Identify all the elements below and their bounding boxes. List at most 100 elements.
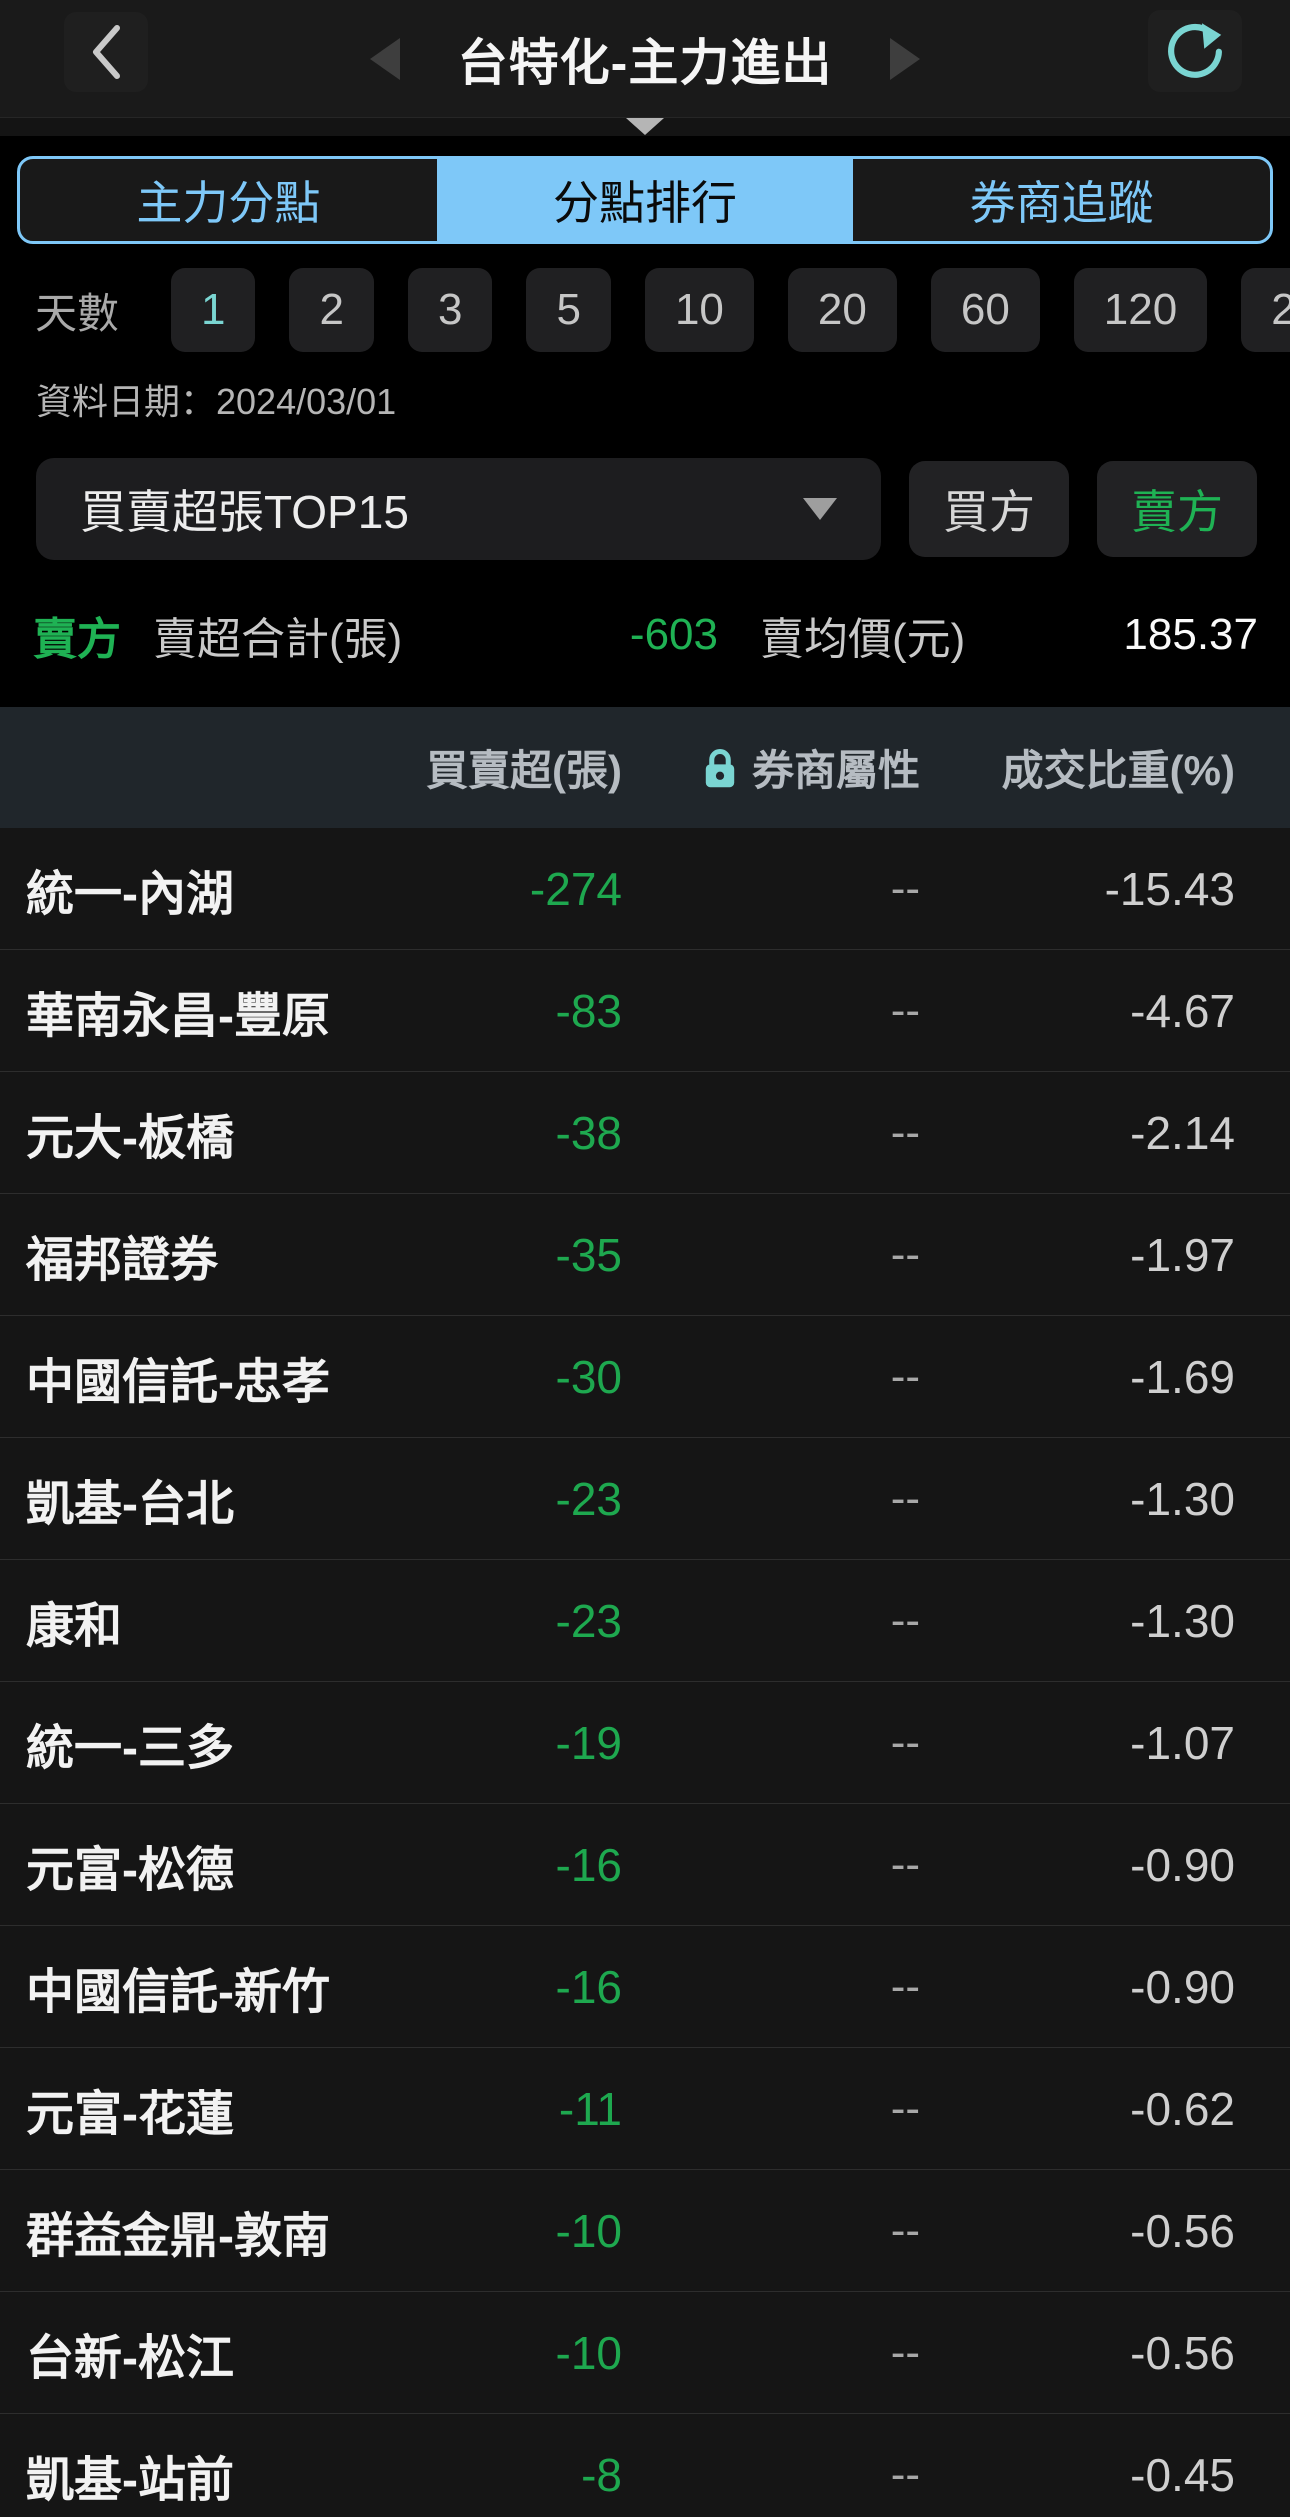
day-selector-label: 天數 bbox=[35, 289, 120, 337]
broker-attr-value: -- bbox=[890, 1107, 920, 1157]
broker-name: 統一-三多 bbox=[26, 1721, 234, 1775]
day-button-1[interactable]: 1 bbox=[171, 268, 256, 352]
buy-side-button[interactable]: 買方 bbox=[909, 461, 1069, 557]
summary-side-label: 賣方 bbox=[33, 615, 121, 664]
broker-name: 福邦證券 bbox=[26, 1233, 219, 1287]
net-volume-value: -23 bbox=[555, 1472, 622, 1525]
broker-name: 群益金鼎-敦南 bbox=[26, 2209, 330, 2263]
lock-icon bbox=[705, 748, 735, 787]
volume-weight-value: -1.69 bbox=[1130, 1350, 1235, 1403]
back-button[interactable] bbox=[64, 12, 148, 92]
table-row[interactable]: 中國信託-忠孝 -30 -- -1.69 bbox=[0, 1316, 1290, 1438]
net-volume-value: -35 bbox=[555, 1228, 622, 1281]
volume-weight-value: -0.56 bbox=[1130, 2204, 1235, 2257]
page-title: 台特化-主力進出 bbox=[457, 34, 833, 91]
app-bar: 台特化-主力進出 bbox=[0, 0, 1290, 118]
day-button-202[interactable]: 202 bbox=[1241, 268, 1290, 352]
chevron-left-icon bbox=[93, 25, 120, 79]
table-row[interactable]: 元富-松德 -16 -- -0.90 bbox=[0, 1804, 1290, 1926]
refresh-button[interactable] bbox=[1148, 10, 1242, 92]
broker-name: 康和 bbox=[26, 1599, 123, 1653]
table-body: 統一-內湖 -274 -- -15.43 華南永昌-豐原 -83 -- -4.67 元大-板橋 -… bbox=[0, 828, 1290, 2517]
volume-weight-value: -0.56 bbox=[1130, 2326, 1235, 2379]
table-row[interactable]: 福邦證券 -35 -- -1.97 bbox=[0, 1194, 1290, 1316]
volume-weight-value: -4.67 bbox=[1130, 984, 1235, 1037]
tab-broker-tracking[interactable]: 券商追蹤 bbox=[969, 177, 1154, 229]
broker-name: 統一-內湖 bbox=[26, 867, 234, 921]
table-row[interactable]: 統一-三多 -19 -- -1.07 bbox=[0, 1682, 1290, 1804]
tab-branch-ranking[interactable]: 分點排行 bbox=[436, 159, 854, 241]
tab-bar: 主力分點 分點排行 券商追蹤 bbox=[17, 156, 1273, 244]
net-volume-value: -11 bbox=[558, 2082, 622, 2135]
table-row[interactable]: 中國信託-新竹 -16 -- -0.90 bbox=[0, 1926, 1290, 2048]
broker-attr-value: -- bbox=[890, 1229, 920, 1279]
summary-total-label: 賣超合計(張) bbox=[153, 615, 403, 664]
table-row[interactable]: 元大-板橋 -38 -- -2.14 bbox=[0, 1072, 1290, 1194]
broker-name: 中國信託-新竹 bbox=[26, 1965, 330, 2019]
tab-main-force[interactable]: 主力分點 bbox=[136, 177, 321, 229]
header-net-volume: 買賣超(張) bbox=[426, 747, 622, 794]
table-row[interactable]: 凱基-站前 -8 -- -0.45 bbox=[0, 2414, 1290, 2517]
table-row[interactable]: 群益金鼎-敦南 -10 -- -0.56 bbox=[0, 2170, 1290, 2292]
broker-attr-value: -- bbox=[890, 1473, 920, 1523]
volume-weight-value: -1.97 bbox=[1130, 1228, 1235, 1281]
broker-attr-value: -- bbox=[890, 985, 920, 1035]
filter-row: 買賣超張TOP15 買方 賣方 bbox=[0, 458, 1290, 560]
table-row[interactable]: 統一-內湖 -274 -- -15.43 bbox=[0, 828, 1290, 950]
summary-avg-label: 賣均價(元) bbox=[760, 615, 966, 664]
day-button-3[interactable]: 3 bbox=[407, 268, 493, 352]
day-button-5[interactable]: 5 bbox=[526, 268, 611, 352]
net-volume-value: -8 bbox=[581, 2448, 622, 2501]
table-row[interactable]: 華南永昌-豐原 -83 -- -4.67 bbox=[0, 950, 1290, 1072]
header-volume-weight: 成交比重(%) bbox=[1001, 747, 1235, 794]
volume-weight-value: -15.43 bbox=[1104, 862, 1235, 915]
header-broker-attr[interactable]: 券商屬性 bbox=[622, 737, 920, 798]
net-volume-value: -274 bbox=[529, 862, 622, 915]
broker-attr-value: -- bbox=[890, 1961, 920, 2011]
day-button-10[interactable]: 10 bbox=[644, 268, 754, 352]
volume-weight-value: -2.14 bbox=[1130, 1106, 1235, 1159]
summary-bar: 賣方 賣超合計(張) -603 賣均價(元) 185.37 bbox=[0, 604, 1290, 666]
data-date: 資料日期：2024/03/01 bbox=[36, 381, 397, 422]
sell-side-button[interactable]: 賣方 bbox=[1097, 461, 1257, 557]
table-row[interactable]: 康和 -23 -- -1.30 bbox=[0, 1560, 1290, 1682]
day-button-60[interactable]: 60 bbox=[930, 268, 1040, 352]
chevron-down-icon bbox=[626, 118, 664, 135]
day-button-20[interactable]: 20 bbox=[787, 268, 897, 352]
broker-name: 華南永昌-豐原 bbox=[26, 989, 330, 1043]
volume-weight-value: -1.07 bbox=[1130, 1716, 1235, 1769]
ranking-dropdown[interactable]: 買賣超張TOP15 bbox=[36, 458, 881, 560]
net-volume-value: -83 bbox=[555, 984, 622, 1037]
broker-attr-value: -- bbox=[890, 863, 920, 913]
pull-handle[interactable] bbox=[0, 118, 1290, 136]
table-row[interactable]: 台新-松江 -10 -- -0.56 bbox=[0, 2292, 1290, 2414]
next-stock-button[interactable] bbox=[890, 37, 921, 80]
broker-attr-value: -- bbox=[890, 1595, 920, 1645]
broker-name: 凱基-台北 bbox=[26, 1477, 234, 1531]
net-volume-value: -16 bbox=[555, 1838, 622, 1891]
broker-name: 元大-板橋 bbox=[26, 1111, 234, 1165]
summary-avg-value: 185.37 bbox=[1123, 610, 1258, 659]
broker-name: 中國信託-忠孝 bbox=[26, 1355, 330, 1409]
net-volume-value: -23 bbox=[555, 1594, 622, 1647]
day-button-2[interactable]: 2 bbox=[289, 268, 374, 352]
net-volume-value: -38 bbox=[555, 1106, 622, 1159]
net-volume-value: -10 bbox=[555, 2326, 622, 2379]
day-button-120[interactable]: 120 bbox=[1073, 268, 1208, 352]
broker-name: 台新-松江 bbox=[26, 2331, 234, 2385]
broker-name: 元富-花蓮 bbox=[26, 2087, 234, 2141]
net-volume-value: -30 bbox=[555, 1350, 622, 1403]
broker-attr-value: -- bbox=[890, 2449, 920, 2499]
table-row[interactable]: 凱基-台北 -23 -- -1.30 bbox=[0, 1438, 1290, 1560]
table-row[interactable]: 元富-花蓮 -11 -- -0.62 bbox=[0, 2048, 1290, 2170]
broker-name: 元富-松德 bbox=[26, 1843, 234, 1897]
refresh-icon bbox=[1168, 23, 1222, 78]
broker-attr-value: -- bbox=[890, 1839, 920, 1889]
broker-attr-value: -- bbox=[890, 2327, 920, 2377]
volume-weight-value: -0.90 bbox=[1130, 1960, 1235, 2013]
volume-weight-value: -0.90 bbox=[1130, 1838, 1235, 1891]
prev-stock-button[interactable] bbox=[369, 37, 400, 80]
broker-attr-value: -- bbox=[890, 2205, 920, 2255]
